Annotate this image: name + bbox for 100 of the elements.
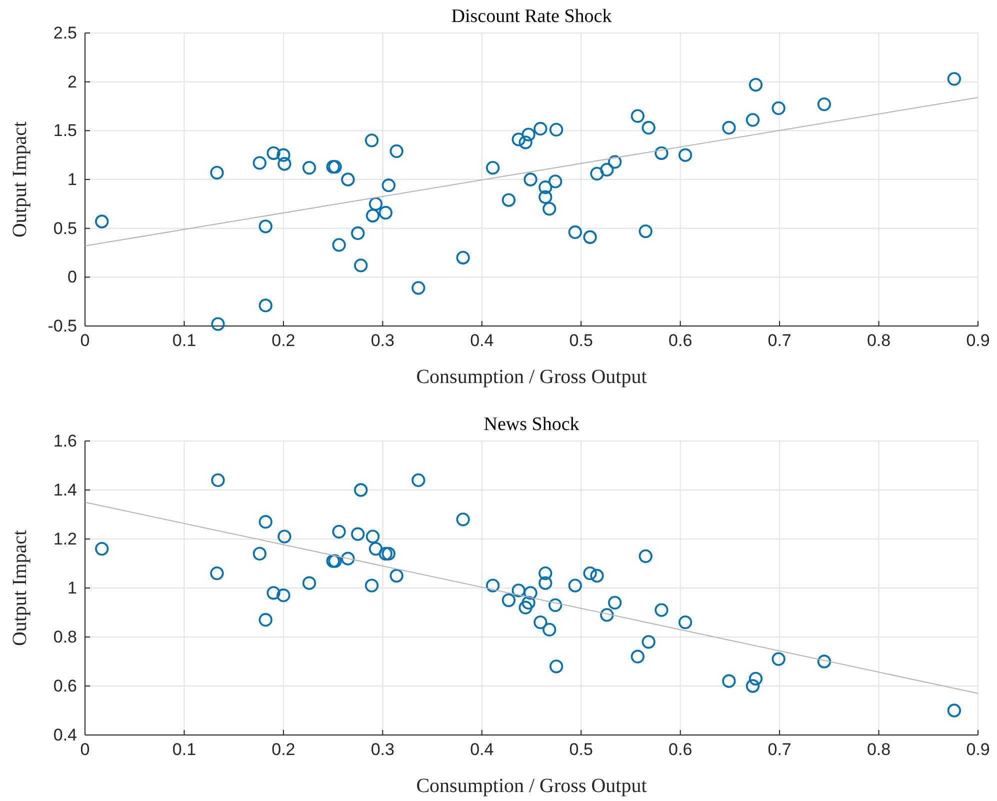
point xyxy=(548,174,562,188)
x-tick-label: 0.6 xyxy=(668,331,692,350)
point xyxy=(390,568,404,583)
point xyxy=(95,214,109,228)
point xyxy=(412,281,426,295)
point xyxy=(266,586,280,600)
point xyxy=(746,113,760,127)
point xyxy=(258,298,272,312)
x-axis-title: Consumption / Gross Output xyxy=(416,775,648,797)
y-tick-label: 1 xyxy=(68,170,77,189)
point xyxy=(568,578,582,592)
point xyxy=(630,109,644,123)
point xyxy=(722,120,736,135)
point xyxy=(366,530,380,544)
y-tick-label: 0.8 xyxy=(53,627,77,646)
y-tick-label: 1.6 xyxy=(53,431,77,450)
point xyxy=(390,144,404,158)
point xyxy=(608,155,622,169)
point xyxy=(722,674,736,688)
point xyxy=(654,146,668,160)
point xyxy=(278,530,292,544)
point xyxy=(502,593,516,608)
x-tick-label: 0.3 xyxy=(370,331,394,350)
y-tick-label: -0.5 xyxy=(48,316,77,336)
point xyxy=(368,197,383,211)
x-tick-label: 0 xyxy=(80,740,90,760)
x-tick-label: 0.9 xyxy=(966,331,990,350)
point xyxy=(817,654,832,668)
point xyxy=(258,515,272,529)
point xyxy=(817,97,832,112)
x-tick-label: 0 xyxy=(80,331,90,350)
point xyxy=(548,598,562,612)
point xyxy=(678,148,692,162)
point xyxy=(351,226,365,240)
point xyxy=(252,156,266,170)
point xyxy=(590,568,604,583)
x-tick-label: 0.3 xyxy=(370,740,394,760)
point xyxy=(638,224,652,238)
point xyxy=(341,552,355,566)
point xyxy=(947,704,962,718)
point xyxy=(351,527,365,541)
point xyxy=(518,136,532,150)
point xyxy=(332,238,346,252)
y-tick-label: 0.5 xyxy=(53,218,77,238)
x-tick-label: 0.5 xyxy=(569,331,593,350)
point xyxy=(772,101,786,116)
point xyxy=(772,652,786,666)
x-tick-label: 0.8 xyxy=(866,331,891,350)
point xyxy=(524,586,538,600)
y-tick-label: 1.4 xyxy=(53,480,77,500)
point xyxy=(542,202,556,216)
point xyxy=(412,473,426,488)
x-tick-label: 0.7 xyxy=(768,331,792,350)
point xyxy=(518,600,532,614)
point xyxy=(258,220,272,234)
y-tick-label: 2.5 xyxy=(53,23,77,42)
point xyxy=(276,148,290,162)
point xyxy=(642,120,656,135)
point xyxy=(522,596,536,610)
chart-title: Discount Rate Shock xyxy=(451,6,612,27)
point xyxy=(642,635,656,649)
point xyxy=(524,172,538,186)
y-tick-label: 1.5 xyxy=(53,121,77,140)
y-tick-label: 2 xyxy=(68,72,77,92)
point xyxy=(211,317,225,331)
point xyxy=(378,546,392,561)
point xyxy=(608,596,622,610)
point xyxy=(486,578,500,592)
x-tick-label: 0.9 xyxy=(966,740,990,760)
point xyxy=(748,672,763,686)
point xyxy=(341,172,355,186)
y-tick-label: 0.6 xyxy=(53,676,77,696)
x-tick-label: 0.1 xyxy=(172,740,196,760)
point xyxy=(542,622,556,636)
point xyxy=(748,78,763,92)
x-tick-label: 0.2 xyxy=(272,740,296,760)
point xyxy=(522,128,536,142)
point xyxy=(538,576,552,590)
point xyxy=(302,576,316,590)
point xyxy=(368,542,383,556)
point xyxy=(534,615,548,630)
point xyxy=(638,549,652,563)
x-tick-label: 0.7 xyxy=(768,740,792,760)
point xyxy=(486,160,500,175)
point xyxy=(568,225,582,240)
point xyxy=(354,258,368,272)
point xyxy=(590,166,604,180)
point xyxy=(364,134,379,148)
point xyxy=(746,679,760,693)
point xyxy=(678,615,692,630)
point xyxy=(654,603,668,617)
point xyxy=(534,122,548,136)
point xyxy=(600,162,614,177)
point xyxy=(512,584,526,598)
point xyxy=(583,230,597,244)
y-tick-label: 1.2 xyxy=(53,529,77,548)
point xyxy=(549,660,564,674)
point xyxy=(366,208,380,222)
y-tick-label: 0 xyxy=(68,268,77,287)
point xyxy=(538,566,552,580)
